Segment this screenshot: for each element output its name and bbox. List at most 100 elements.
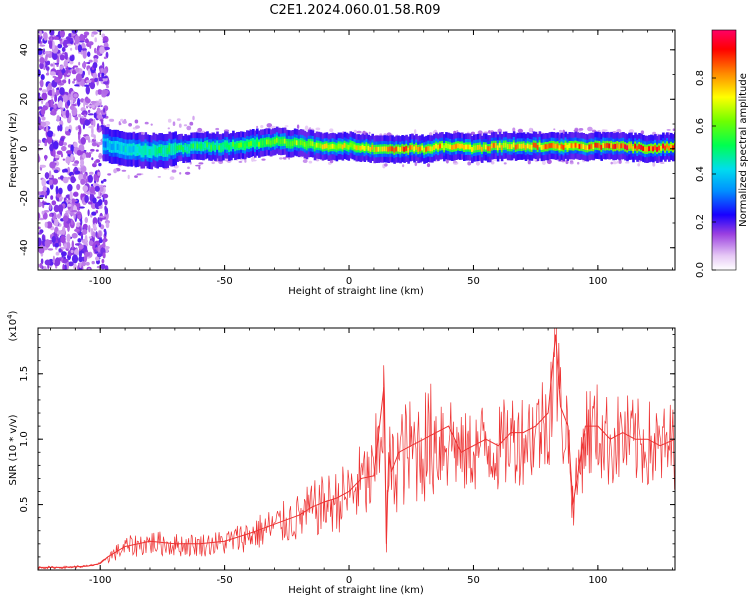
heatmap-ridge-cell bbox=[188, 146, 191, 152]
heatmap-ridge-cell bbox=[293, 139, 297, 145]
heatmap-noise-cell bbox=[91, 138, 97, 142]
heatmap-noise-cell bbox=[102, 89, 109, 95]
heatmap-noise-cell bbox=[89, 81, 96, 90]
heatmap-noise-cell bbox=[61, 109, 67, 118]
heatmap-ridge-cell bbox=[660, 145, 663, 151]
heatmap-noise-cell bbox=[49, 40, 53, 49]
heatmap-noise-cell bbox=[63, 264, 67, 270]
heatmap-noise-cell bbox=[84, 251, 91, 257]
heatmap-halo-cell bbox=[308, 160, 313, 164]
heatmap-noise-cell bbox=[50, 234, 53, 239]
heatmap-noise-cell bbox=[80, 50, 83, 55]
heatmap-ridge-cell bbox=[532, 142, 536, 148]
heatmap-ridge-cell bbox=[566, 144, 570, 150]
heatmap-noise-cell bbox=[52, 255, 56, 264]
heatmap-noise-cell bbox=[71, 254, 79, 264]
heatmap-ridge-cell bbox=[616, 143, 619, 149]
heatmap-noise-cell bbox=[55, 251, 60, 256]
heatmap-halo-cell bbox=[198, 162, 204, 165]
heatmap-halo-cell bbox=[353, 129, 357, 134]
heatmap-halo-cell bbox=[106, 123, 110, 128]
heatmap-ridge-cell bbox=[592, 144, 595, 150]
snr-scale-factor: (x104) bbox=[6, 310, 19, 341]
heatmap-ridge-cell bbox=[467, 144, 470, 150]
heatmap-noise-cell bbox=[50, 98, 54, 108]
heatmap-halo-cell bbox=[179, 172, 182, 175]
heatmap-ridge-cell bbox=[192, 143, 195, 149]
heatmap-noise-cell bbox=[60, 137, 65, 142]
heatmap-noise-cell bbox=[80, 78, 86, 87]
heatmap-ridge-cell bbox=[162, 148, 165, 155]
heatmap-noise-cell bbox=[70, 219, 74, 226]
heatmap-noise-cell bbox=[89, 171, 94, 175]
x-tick-label: -100 bbox=[89, 276, 112, 287]
heatmap-halo-cell bbox=[490, 161, 495, 165]
heatmap-halo-cell bbox=[315, 127, 321, 131]
heatmap-ridge-cell bbox=[202, 144, 205, 150]
heatmap-ridge-cell bbox=[289, 141, 293, 147]
heatmap-ridge-cell bbox=[588, 144, 591, 150]
heatmap-noise-cell bbox=[70, 176, 76, 184]
heatmap-noise-cell bbox=[80, 178, 86, 185]
heatmap-noise-cell bbox=[105, 51, 109, 59]
heatmap-ridge-cell bbox=[148, 149, 152, 156]
heatmap-ridge-cell bbox=[548, 143, 552, 149]
heatmap-ridge-cell bbox=[166, 147, 169, 154]
heatmap-halo-cell bbox=[660, 162, 665, 164]
heatmap-ridge-cell bbox=[445, 143, 448, 149]
heatmap-ridge-cell bbox=[307, 141, 311, 147]
heatmap-halo-cell bbox=[184, 171, 191, 175]
heatmap-ridge-cell bbox=[471, 147, 474, 152]
heatmap-halo-cell bbox=[528, 127, 533, 133]
heatmap-ridge-cell bbox=[373, 147, 376, 152]
heatmap-ridge-cell bbox=[403, 146, 406, 152]
heatmap-noise-cell bbox=[38, 237, 42, 246]
heatmap-ridge-cell bbox=[407, 147, 410, 153]
heatmap-ridge-cell bbox=[353, 144, 357, 150]
heatmap-noise-cell bbox=[97, 141, 103, 146]
heatmap-noise-cell bbox=[62, 215, 69, 222]
heatmap-noise-cell bbox=[104, 205, 107, 211]
heatmap-ridge-cell bbox=[550, 143, 554, 148]
heatmap-noise-cell bbox=[41, 178, 47, 187]
heatmap-ridge-cell bbox=[158, 147, 161, 154]
heatmap-ridge-cell bbox=[518, 143, 522, 149]
x-tick-label: -50 bbox=[216, 276, 232, 287]
heatmap-ridge-cell bbox=[608, 143, 611, 149]
heatmap-ridge-cell bbox=[381, 146, 384, 152]
heatmap-noise-cell bbox=[38, 87, 43, 91]
heatmap-ridge-cell bbox=[345, 143, 349, 149]
heatmap-ridge-cell bbox=[510, 144, 514, 150]
heatmap-halo-cell bbox=[176, 118, 181, 121]
heatmap-noise-cell bbox=[53, 218, 59, 227]
heatmap-halo-cell bbox=[109, 118, 115, 122]
heatmap-ridge-cell bbox=[329, 144, 333, 150]
heatmap-ridge-cell bbox=[662, 143, 665, 149]
heatmap-noise-cell bbox=[62, 52, 66, 55]
colorbar-label: Normalized spectral amplitude bbox=[738, 73, 749, 227]
heatmap-noise-cell bbox=[39, 30, 42, 37]
heatmap-noise-cell bbox=[98, 222, 102, 228]
heatmap-halo-cell bbox=[296, 124, 300, 129]
heatmap-ridge-cell bbox=[371, 144, 374, 150]
heatmap-halo-cell bbox=[541, 160, 546, 165]
heatmap-ridge-cell bbox=[236, 143, 239, 149]
heatmap-ridge-cell bbox=[622, 143, 625, 148]
spectrogram-frame bbox=[37, 29, 676, 271]
heatmap-noise-cell bbox=[39, 44, 46, 47]
heatmap-noise-cell bbox=[87, 267, 91, 270]
heatmap-ridge-cell bbox=[385, 146, 388, 152]
heatmap-ridge-cell bbox=[184, 145, 187, 151]
heatmap-ridge-cell bbox=[365, 144, 369, 150]
heatmap-ridge-cell bbox=[469, 144, 472, 150]
heatmap-noise-cell bbox=[59, 65, 64, 70]
heatmap-ridge-cell bbox=[538, 142, 542, 148]
heatmap-noise-cell bbox=[97, 171, 101, 176]
heatmap-halo-cell bbox=[121, 169, 127, 172]
heatmap-noise-cell bbox=[75, 73, 82, 83]
heatmap-ridge-cell bbox=[642, 146, 645, 151]
heatmap-noise-cell bbox=[77, 97, 81, 107]
heatmap-ridge-cell bbox=[375, 146, 378, 152]
heatmap-ridge-cell bbox=[484, 144, 488, 150]
heatmap-ridge-cell bbox=[246, 141, 249, 147]
